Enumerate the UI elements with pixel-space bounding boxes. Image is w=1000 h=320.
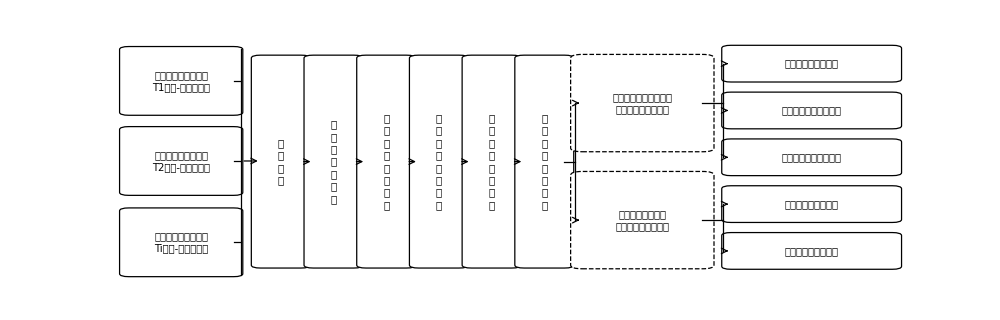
Text: 工作面沿沟开采方法: 工作面沿沟开采方法 [785,59,839,69]
FancyBboxPatch shape [571,54,714,152]
Text: 冲沟地形工作面地表
T2时相-无人机影像: 冲沟地形工作面地表 T2时相-无人机影像 [152,150,210,172]
Text: 冲
沟
形
态
特
征
提
取: 冲 沟 形 态 特 征 提 取 [488,113,495,210]
Text: 冲沟地形工作面地表
T1时相-无人机影像: 冲沟地形工作面地表 T1时相-无人机影像 [152,70,210,92]
FancyBboxPatch shape [722,186,902,222]
FancyBboxPatch shape [120,208,243,277]
FancyBboxPatch shape [409,55,468,268]
Text: 工作面采高优化方法: 工作面采高优化方法 [785,199,839,209]
FancyBboxPatch shape [722,233,902,269]
FancyBboxPatch shape [722,139,902,176]
FancyBboxPatch shape [462,55,521,268]
FancyBboxPatch shape [571,172,714,269]
Text: 短壁工作面开采方法: 短壁工作面开采方法 [785,246,839,256]
FancyBboxPatch shape [120,46,243,115]
Text: 预裂爆破强制放顶方法: 预裂爆破强制放顶方法 [782,106,842,116]
Text: 冲
沟
地
形
三
维
重
建: 冲 沟 地 形 三 维 重 建 [383,113,389,210]
Text: 工作面的覆岩赋存
状况和具体开采参数: 工作面的覆岩赋存 状况和具体开采参数 [615,209,669,231]
Text: 局部区域注浆充填方法: 局部区域注浆充填方法 [782,152,842,162]
Text: 数
字
表
面
模
型
求
差: 数 字 表 面 模 型 求 差 [541,113,547,210]
FancyBboxPatch shape [120,127,243,195]
Text: 采动坡体动态形变信息
与冲沟地形特征参数: 采动坡体动态形变信息 与冲沟地形特征参数 [612,92,672,114]
Text: 冲沟地形工作面地表
Ti时相-无人机影像: 冲沟地形工作面地表 Ti时相-无人机影像 [154,231,208,253]
Text: 数
字
表
面
模
型
配
准: 数 字 表 面 模 型 配 准 [436,113,442,210]
FancyBboxPatch shape [515,55,574,268]
FancyBboxPatch shape [304,55,363,268]
FancyBboxPatch shape [722,45,902,82]
FancyBboxPatch shape [251,55,310,268]
FancyBboxPatch shape [357,55,416,268]
FancyBboxPatch shape [722,92,902,129]
Text: 地
面
控
制
点
测
量: 地 面 控 制 点 测 量 [330,119,337,204]
Text: 相
机
标
定: 相 机 标 定 [278,138,284,185]
